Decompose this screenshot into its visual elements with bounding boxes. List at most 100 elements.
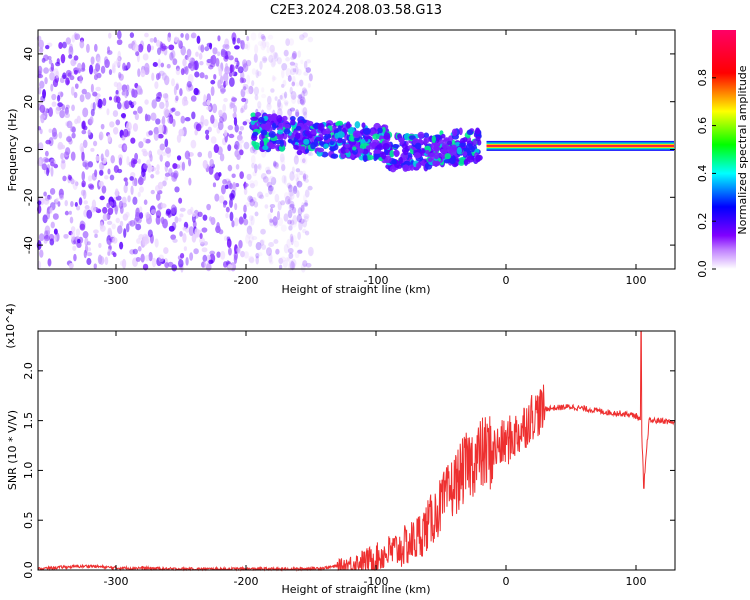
colorbar-tick-label: 0.4: [696, 165, 709, 183]
spectrogram-cell: [357, 148, 364, 154]
spectrogram-cell: [55, 106, 60, 115]
spectrogram-cell: [294, 66, 299, 75]
spectrogram-cell: [286, 257, 290, 263]
spectrogram-cell: [173, 85, 177, 96]
spectrogram-cell: [40, 113, 45, 124]
spectrogram-cell: [268, 185, 274, 192]
spectrogram-cell: [302, 89, 308, 97]
spectrogram-cell: [273, 160, 277, 167]
spectrogram-cell: [65, 77, 70, 86]
spectrogram-cell: [137, 158, 141, 164]
colorbar-gradient: [712, 30, 736, 269]
spectrogram-cell: [303, 202, 309, 207]
spectrogram-cell: [83, 249, 87, 259]
spectrogram-cell: [126, 61, 131, 69]
spectrogram-cell: [272, 215, 278, 226]
spectrogram-cell: [301, 202, 305, 212]
spectrogram-cell: [206, 203, 211, 211]
spectrogram-cell: [137, 191, 141, 198]
spectrogram-cell: [254, 44, 259, 54]
spectrogram-cell: [70, 230, 76, 241]
spectrogram-cell: [219, 116, 225, 124]
spectrogram-cell: [184, 33, 190, 41]
spectrogram-cell: [172, 118, 176, 128]
spectrogram-cell: [183, 246, 188, 251]
spectrogram-cell: [376, 144, 382, 151]
spectrogram-cell: [304, 178, 309, 183]
spectrogram-cell: [368, 143, 376, 150]
spectrogram-cell: [154, 238, 159, 248]
spectrogram-cell: [296, 177, 300, 186]
spectrogram-cell: [291, 262, 296, 270]
snr-x-tick-label: 100: [626, 575, 647, 588]
spectrogram-cell: [199, 72, 205, 79]
spectrogram-cell: [212, 47, 218, 55]
spectrogram-cell: [79, 142, 84, 153]
spectrogram-cell: [242, 63, 249, 73]
spectrogram-cell: [39, 104, 46, 113]
spectrogram-cell: [444, 153, 452, 160]
spectrogram-cell: [121, 196, 127, 205]
spectrogram-cell: [228, 55, 234, 61]
spectrogram-cell: [279, 139, 285, 147]
spectrogram-cell: [203, 261, 207, 268]
spectrogram-cell: [186, 81, 192, 88]
spectrogram-y-tick-label: 20: [22, 95, 35, 109]
colorbar-tick-label: 0.0: [696, 260, 709, 278]
spectrogram-cell: [160, 203, 167, 209]
spectrogram-cell: [76, 62, 82, 71]
spectrogram-cell: [265, 178, 270, 187]
spectrogram-cell: [201, 247, 208, 253]
spectrogram-cell: [289, 86, 293, 95]
spectrogram-cell: [291, 51, 297, 59]
spectrogram-cell: [278, 122, 285, 128]
spectrogram-cell: [283, 100, 289, 105]
spectrogram-cell: [51, 101, 57, 107]
spectrogram-y-tick-label: -40: [22, 236, 35, 254]
spectrogram-cell: [296, 190, 300, 198]
spectrogram-cell: [144, 113, 148, 122]
spectrogram-cell: [281, 83, 285, 88]
spectrogram-cell: [296, 180, 303, 188]
colorbar-ticks: 0.0 0.2 0.4 0.6 0.8: [696, 69, 716, 278]
spectrogram-cell: [231, 97, 237, 102]
spectrogram-cell: [190, 32, 197, 39]
spectrogram-cell: [200, 44, 205, 53]
spectrogram-cell: [292, 185, 298, 192]
spectrogram-cell: [51, 93, 57, 101]
spectrogram-cell: [362, 127, 371, 135]
spectrogram-cell: [45, 45, 50, 50]
spectrogram-cell: [85, 43, 90, 53]
spectrogram-cell: [163, 75, 170, 86]
spectrogram-cell: [73, 253, 77, 262]
spectrogram-cell: [68, 46, 74, 57]
tone-band-core: [486, 144, 674, 147]
spectrogram-cell: [234, 203, 238, 211]
spectrogram-cell: [280, 156, 286, 167]
spectrogram-cell: [240, 107, 244, 114]
spectrogram-cell: [193, 60, 199, 71]
spectrogram-cell: [108, 32, 112, 39]
spectrogram-cell: [248, 85, 254, 95]
colorbar-tick-label: 0.6: [696, 117, 709, 135]
spectrogram-cell: [280, 93, 287, 101]
spectrogram-cell: [227, 164, 233, 172]
spectrogram-cell: [279, 264, 283, 270]
spectrogram-cell: [197, 151, 203, 158]
spectrogram-cell: [170, 204, 177, 215]
spectrogram-cell: [171, 264, 178, 272]
spectrogram-cell: [44, 76, 48, 85]
spectrogram-cell: [102, 206, 108, 214]
spectrogram-cell: [218, 195, 225, 204]
spectrogram-cell: [43, 238, 48, 244]
spectrogram-cell: [253, 179, 259, 187]
spectrogram-cell: [300, 204, 305, 213]
spectrogram-cell: [160, 62, 165, 68]
spectrogram-cell: [187, 56, 192, 62]
spectrogram-cell: [303, 60, 308, 70]
spectrogram-cell: [354, 121, 361, 129]
spectrogram-cell: [413, 152, 421, 159]
spectrogram-cell: [261, 244, 267, 250]
spectrogram-cell: [248, 255, 254, 263]
spectrogram-cell: [288, 252, 294, 259]
